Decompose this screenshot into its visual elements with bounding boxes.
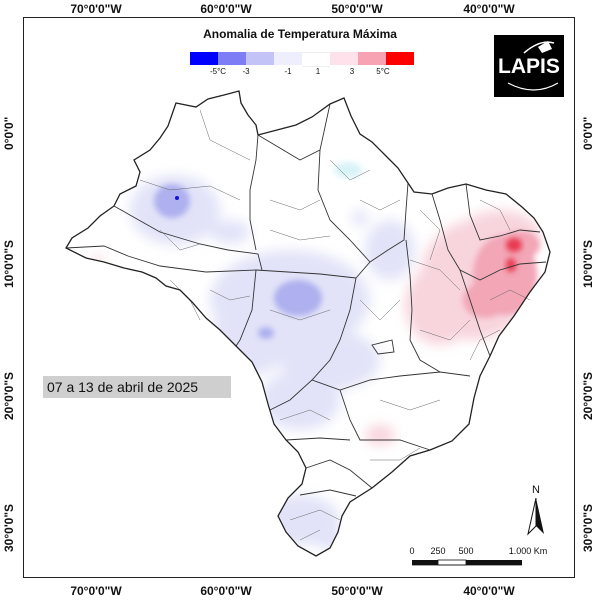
legend-color-bar	[190, 52, 414, 67]
legend-swatch-5	[302, 52, 330, 67]
north-label: N	[532, 484, 540, 496]
lon-tick-top-60w: 60°0'0"W	[200, 2, 252, 16]
lon-tick-bottom-50w: 50°0'0"W	[331, 584, 383, 598]
legend-label-1: 1	[315, 67, 321, 76]
lapis-logo: LAPIS	[494, 35, 564, 97]
legend-swatch-1	[190, 52, 218, 65]
scale-bar: 0 250 500 1.000 Km	[409, 546, 550, 570]
lon-tick-top-40w: 40°0'0"W	[463, 2, 515, 16]
legend-label-5: 5°C	[376, 67, 390, 76]
legend-swatch-6	[330, 52, 358, 65]
legend-label-3: 3	[349, 67, 355, 76]
legend-swatch-2	[218, 52, 246, 65]
lon-tick-bottom-60w: 60°0'0"W	[200, 584, 252, 598]
lon-tick-bottom-40w: 40°0'0"W	[463, 584, 515, 598]
scale-label-1000: 1.000 Km	[508, 546, 548, 556]
satellite-icon	[507, 41, 559, 91]
scale-label-0: 0	[409, 546, 415, 556]
lon-tick-top-50w: 50°0'0"W	[331, 2, 383, 16]
north-arrow: N	[526, 484, 546, 536]
legend-title: Anomalia de Temperatura Máxima	[203, 27, 397, 41]
legend-swatch-4	[274, 52, 302, 65]
logo-text: LAPIS	[498, 55, 560, 78]
scale-label-250: 250	[430, 546, 446, 556]
scale-bar-graphic	[412, 559, 522, 566]
legend-swatch-3	[246, 52, 274, 65]
scale-label-500: 500	[458, 546, 474, 556]
legend-label-minus1: -1	[284, 67, 292, 76]
legend-label-minus5: -5°C	[209, 67, 227, 76]
lon-tick-bottom-70w: 70°0'0"W	[70, 584, 122, 598]
period-label: 07 a 13 de abril de 2025	[43, 376, 231, 398]
legend-swatch-8	[386, 52, 414, 65]
legend-swatch-7	[358, 52, 386, 65]
legend-label-minus3: -3	[242, 67, 250, 76]
north-arrow-icon	[527, 498, 544, 536]
lon-tick-top-70w: 70°0'0"W	[70, 2, 122, 16]
